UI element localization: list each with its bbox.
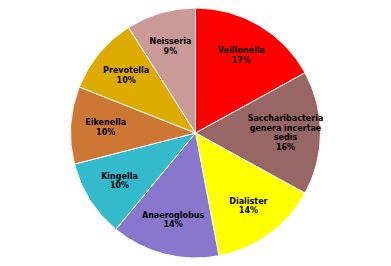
- pie-chart: Veillonella17% Saccharibacteriagenera inc…: [0, 0, 391, 266]
- slice-label: Neisseria9%: [149, 37, 191, 56]
- slice-label-line: Prevotella: [103, 66, 149, 75]
- slice-label-line: Veillonella: [218, 46, 265, 55]
- slice-label: Eikenella10%: [85, 118, 126, 136]
- slice-label-line: 10%: [96, 128, 115, 137]
- slice-label-line: 14%: [239, 206, 258, 215]
- slice-label-line: 10%: [117, 76, 136, 85]
- slice-label-line: 17%: [232, 56, 251, 65]
- slice-label: Veillonella17%: [218, 46, 265, 65]
- slice-label-line: Saccharibacteria: [248, 114, 324, 123]
- slice-label-line: Neisseria: [149, 37, 191, 46]
- slice-label-line: Anaeroglobus: [142, 211, 205, 220]
- chart-container: Veillonella17% Saccharibacteriagenera inc…: [0, 0, 391, 266]
- slice-label-line: Kingella: [101, 172, 138, 181]
- slice-label: Anaeroglobus14%: [142, 211, 205, 230]
- wedges: [70, 8, 320, 258]
- slice-label-line: 16%: [276, 143, 295, 152]
- slice-label-line: Eikenella: [85, 118, 126, 127]
- slice-label-line: 9%: [164, 47, 178, 56]
- slice-label: Prevotella10%: [103, 66, 149, 85]
- labels: Veillonella17% Saccharibacteriagenera inc…: [85, 37, 323, 229]
- slice-label-line: genera incertae: [250, 124, 322, 133]
- slice-label: Dialister14%: [229, 197, 267, 216]
- slice-label: Saccharibacteriagenera incertaesedis16%: [248, 114, 324, 152]
- slice-label-line: Dialister: [229, 197, 267, 206]
- slice-label-line: sedis: [274, 133, 298, 142]
- slice-label: Kingella10%: [101, 172, 138, 191]
- slice-label-line: 14%: [164, 220, 183, 229]
- slice-label-line: 10%: [110, 181, 129, 190]
